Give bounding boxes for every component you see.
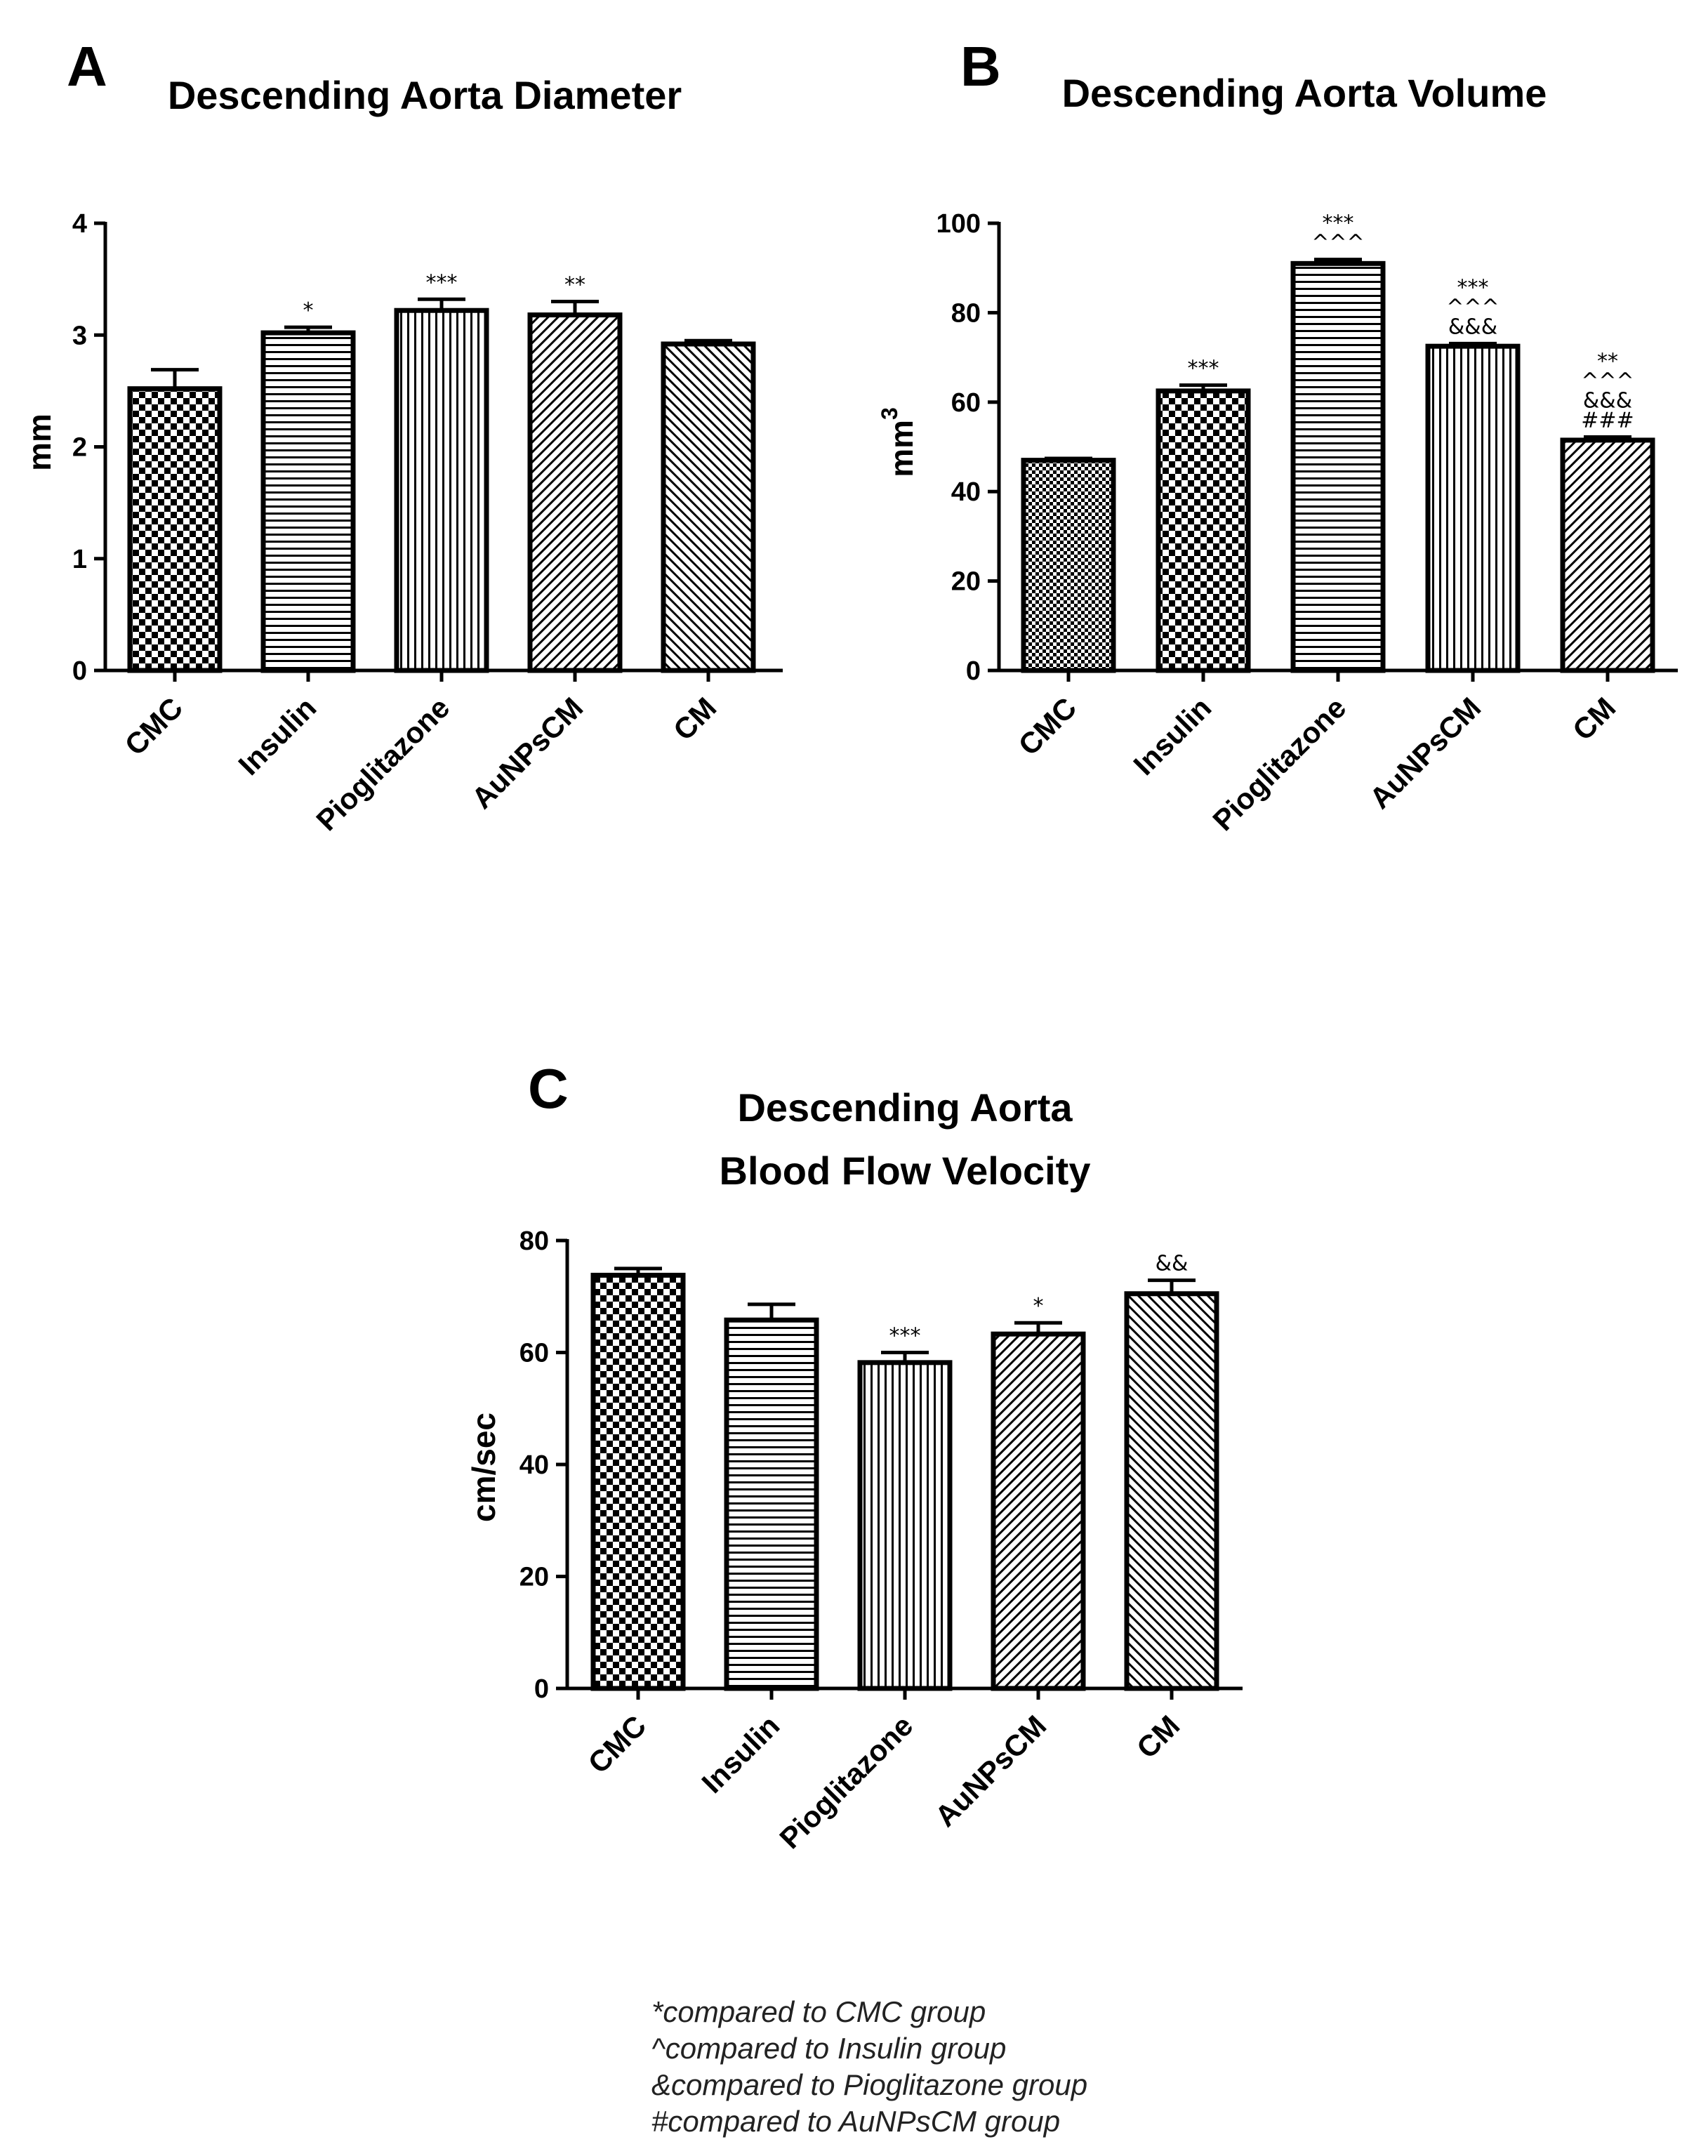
panel-letter-b: B <box>960 35 1001 98</box>
y-tick-label: 60 <box>951 388 981 418</box>
bar-insulin <box>1156 388 1251 673</box>
significance-marker: ^^^ <box>1311 231 1364 256</box>
note-line: *compared to CMC group <box>651 1995 986 2028</box>
bar-cmc <box>1021 458 1116 673</box>
bar-cm <box>1560 437 1655 673</box>
bar-cm <box>1124 1291 1219 1691</box>
chart-b-ylabel-unit: mm <box>883 420 920 477</box>
bar-aunpscm <box>1425 343 1521 673</box>
chart-b-title: Descending Aorta Volume <box>1062 71 1547 115</box>
chart-b-ylabel-sup: 3 <box>877 407 902 420</box>
category-label: Pioglitazone <box>310 691 456 837</box>
note-line: #compared to AuNPsCM group <box>651 2105 1061 2138</box>
significance-marker: *** <box>426 270 458 295</box>
bar-insulin <box>724 1317 819 1691</box>
significance-marker: *** <box>1323 211 1354 236</box>
bar-aunpscm <box>991 1331 1086 1691</box>
y-tick-label: 4 <box>72 209 87 239</box>
y-tick-label: 20 <box>519 1563 549 1592</box>
panel-letter-c: C <box>528 1057 569 1120</box>
chart-c-title-line2: Blood Flow Velocity <box>720 1149 1091 1193</box>
category-label: AuNPsCM <box>929 1709 1053 1833</box>
y-tick-label: 3 <box>72 321 87 350</box>
bar-aunpscm <box>527 312 623 673</box>
y-tick-label: 0 <box>534 1674 549 1704</box>
category-label: AuNPsCM <box>1363 691 1488 815</box>
category-label: CMC <box>581 1709 652 1780</box>
bar-insulin <box>260 330 356 673</box>
bar-cmc <box>590 1272 686 1691</box>
category-label: Insulin <box>1127 691 1217 781</box>
significance-notes: *compared to CMC group ^compared to Insu… <box>651 1994 1087 2140</box>
category-label: CMC <box>118 691 189 762</box>
category-label: CMC <box>1012 691 1083 762</box>
significance-marker: &&& <box>1448 315 1497 339</box>
chart-a-title: Descending Aorta Diameter <box>168 73 682 117</box>
significance-marker: *** <box>1188 357 1219 381</box>
y-tick-label: 20 <box>951 567 981 597</box>
category-label: CM <box>1130 1709 1186 1764</box>
significance-marker: ** <box>564 272 585 297</box>
category-label: Insulin <box>695 1709 786 1799</box>
chart-a: 0 1 2 3 4 CMC Insulin * Pioglitazone *** AuNPsCM **… <box>72 209 783 837</box>
category-label: Pioglitazone <box>773 1709 919 1855</box>
chart-b-ylabel: mm3 <box>877 407 920 477</box>
y-tick-label: 40 <box>951 477 981 507</box>
chart-a-ylabel: mm <box>21 414 58 471</box>
note-line: &compared to Pioglitazone group <box>651 2068 1088 2101</box>
y-tick-label: 100 <box>936 209 981 239</box>
significance-marker: * <box>1033 1294 1044 1318</box>
significance-marker: *** <box>1457 275 1489 300</box>
y-tick-label: 0 <box>72 656 87 686</box>
note-line: ^compared to Insulin group <box>651 2032 1007 2065</box>
category-label: CM <box>1566 691 1622 746</box>
category-label: Pioglitazone <box>1206 691 1352 837</box>
y-tick-label: 80 <box>951 298 981 328</box>
significance-marker: && <box>1156 1252 1189 1276</box>
y-tick-label: 40 <box>519 1450 549 1480</box>
significance-marker: *** <box>889 1324 921 1349</box>
bar-cm <box>661 341 756 673</box>
y-tick-label: 80 <box>519 1226 549 1256</box>
category-label: Insulin <box>232 691 322 781</box>
panel-letter-a: A <box>67 35 107 98</box>
significance-marker: ** <box>1597 349 1618 373</box>
y-tick-label: 2 <box>72 433 87 463</box>
bar-pioglitazone <box>394 307 489 673</box>
bar-pioglitazone <box>857 1360 953 1691</box>
significance-marker: * <box>303 298 314 323</box>
significance-marker: ### <box>1581 408 1634 432</box>
category-label: AuNPsCM <box>465 691 590 815</box>
significance-marker: ^^^ <box>1446 295 1499 319</box>
chart-c-title: Descending Aorta <box>737 1085 1073 1130</box>
bar-pioglitazone <box>1290 260 1386 673</box>
significance-marker: ^^^ <box>1581 369 1634 393</box>
y-tick-label: 1 <box>72 545 87 574</box>
y-tick-label: 60 <box>519 1339 549 1368</box>
y-tick-label: 0 <box>966 656 981 686</box>
chart-c-ylabel: cm/sec <box>465 1413 502 1522</box>
bar-cmc <box>127 386 223 673</box>
significance-marker: &&& <box>1583 388 1632 413</box>
category-label: CM <box>667 691 722 746</box>
